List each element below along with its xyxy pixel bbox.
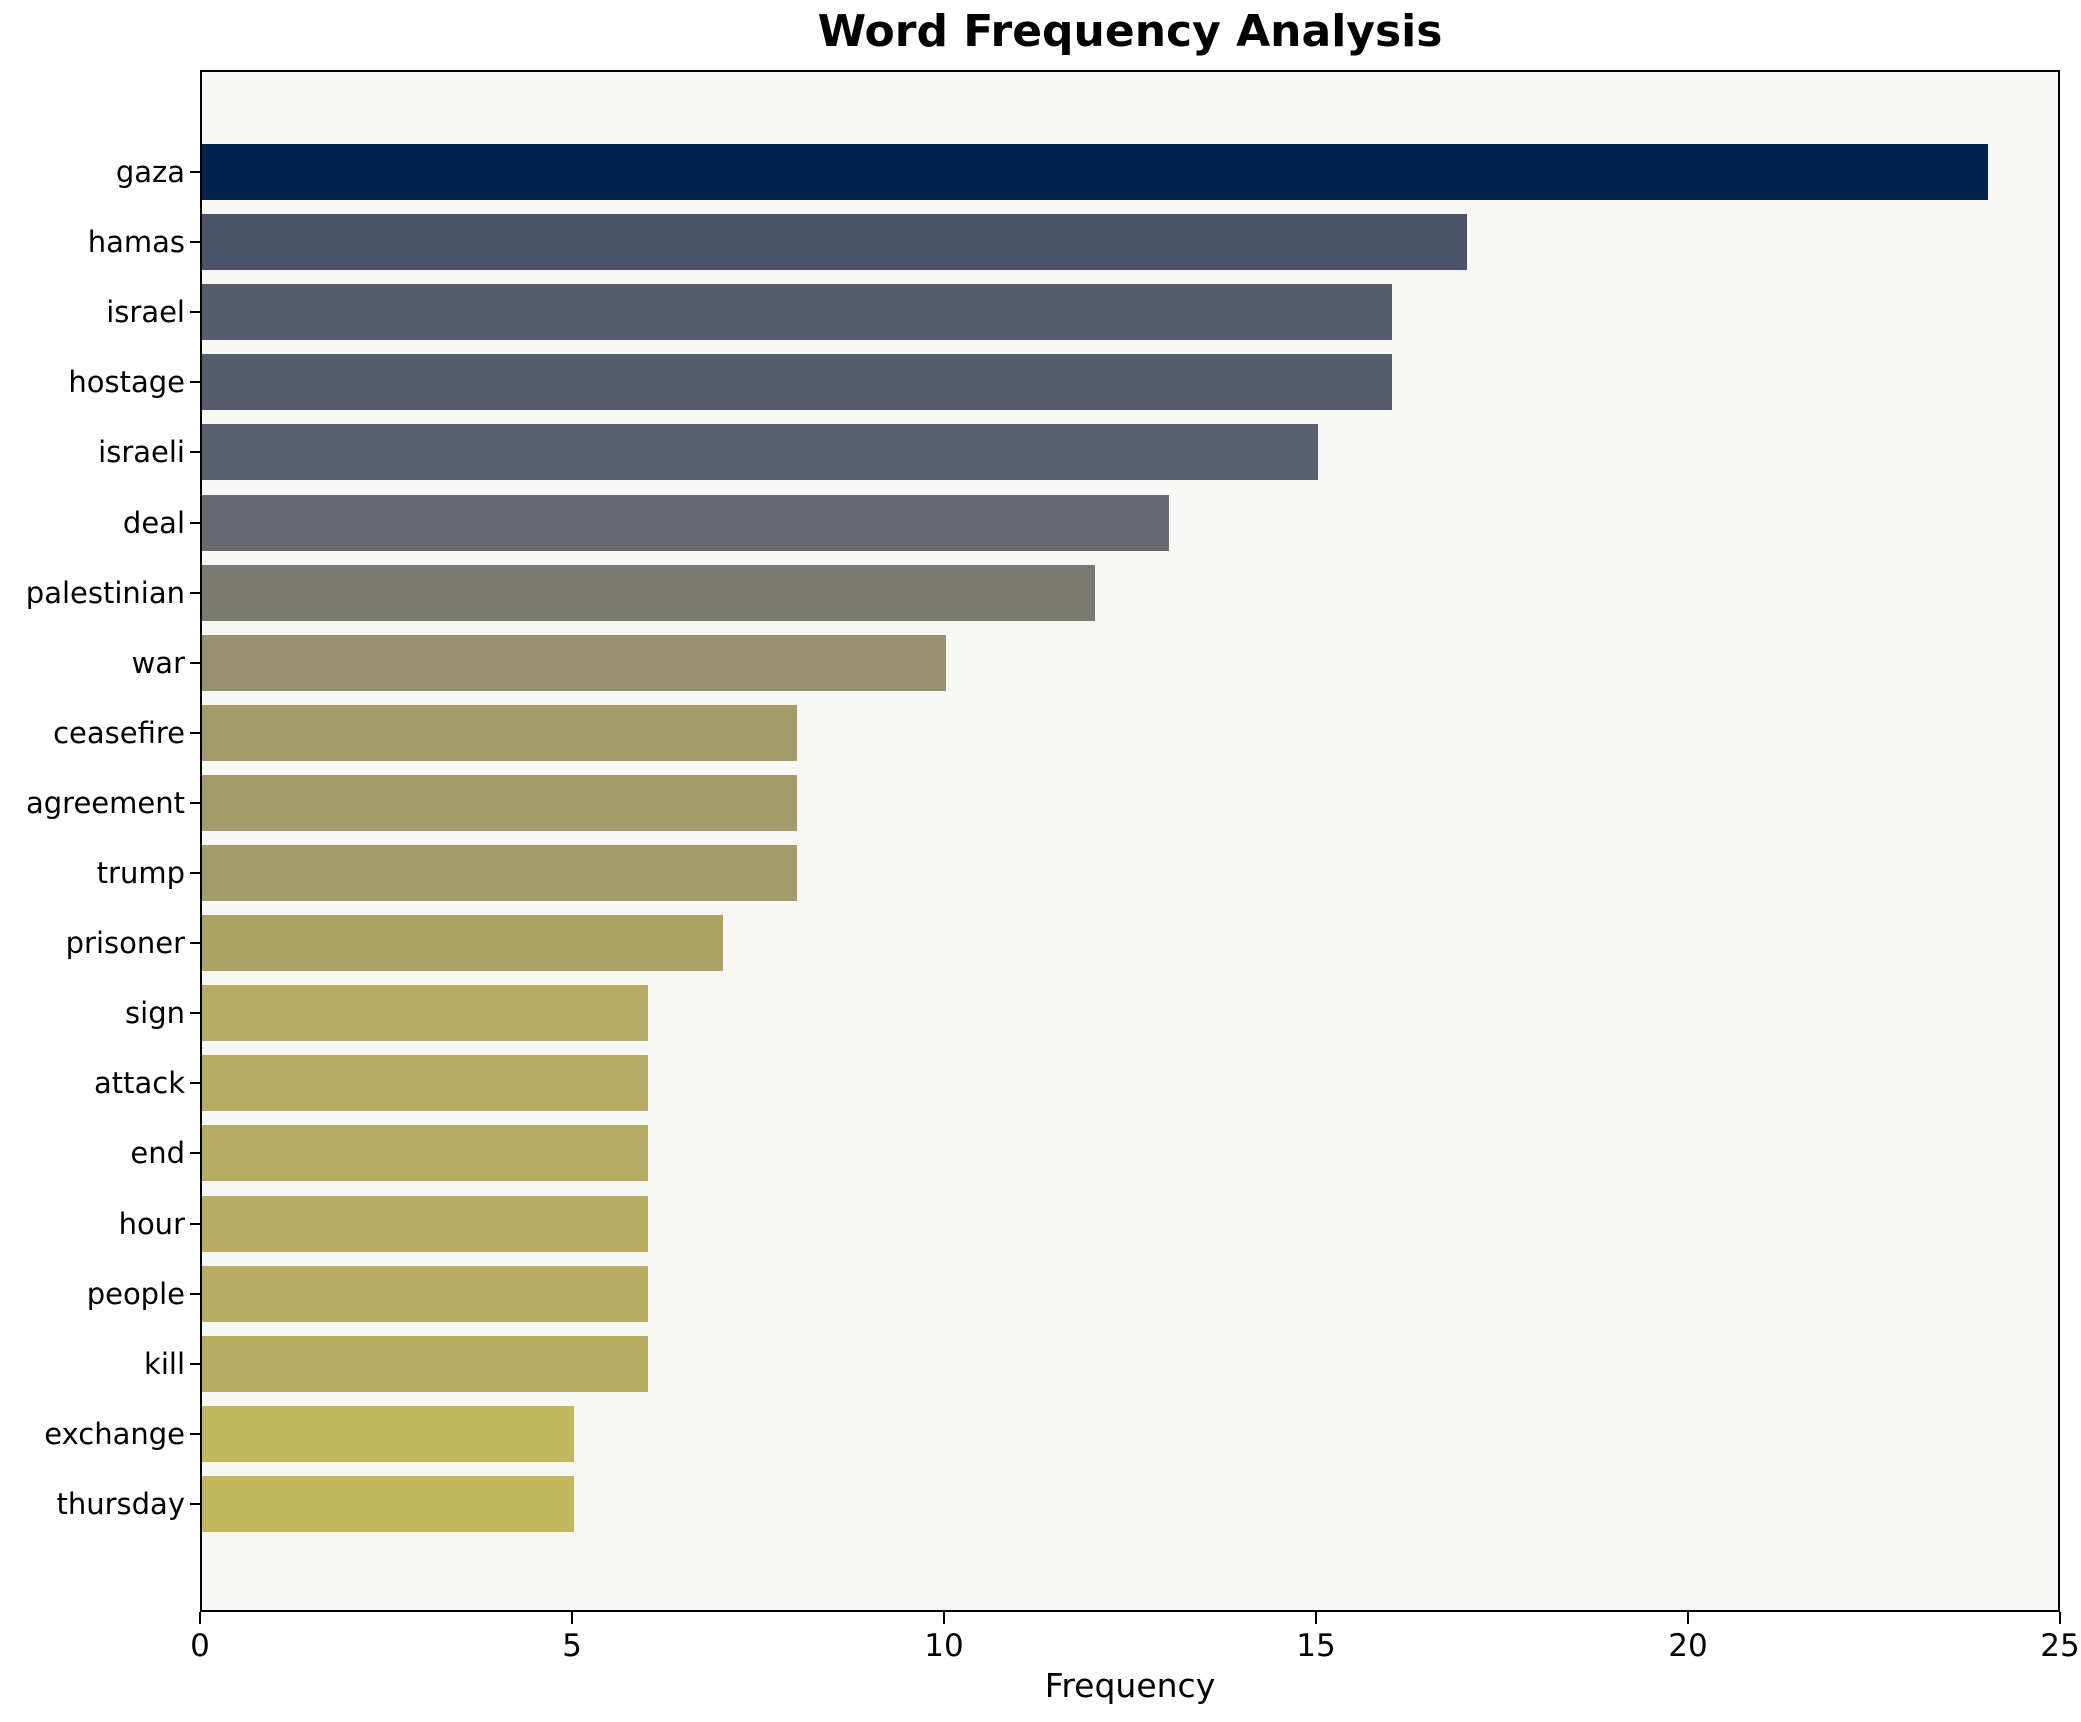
x-tick-mark <box>1315 1612 1317 1624</box>
y-tick-mark <box>190 171 200 173</box>
x-tick-label-10: 10 <box>924 1628 964 1664</box>
y-tick-label-agreement: agreement <box>26 785 185 820</box>
x-tick-label-20: 20 <box>1668 1628 1708 1664</box>
y-tick-label-hamas: hamas <box>87 225 185 260</box>
bar-gaza <box>202 144 1988 200</box>
bar-attack <box>202 1055 648 1112</box>
x-tick-label-0: 0 <box>190 1628 210 1664</box>
y-tick-mark <box>190 1152 200 1155</box>
bar-kill <box>202 1335 648 1392</box>
y-tick-label-hostage: hostage <box>68 365 185 400</box>
bar-palestinian <box>202 564 1095 621</box>
y-tick-mark <box>190 1362 200 1365</box>
y-tick-mark <box>190 801 200 804</box>
x-tick-mark <box>1687 1612 1689 1624</box>
y-tick-label-deal: deal <box>122 505 185 540</box>
bar-sign <box>202 985 648 1042</box>
y-tick-label-exchange: exchange <box>44 1416 185 1451</box>
bar-israel <box>202 284 1392 341</box>
y-tick-mark <box>190 872 200 874</box>
y-tick-label-prisoner: prisoner <box>65 926 185 961</box>
bar-hostage <box>202 354 1392 411</box>
x-tick-mark <box>943 1612 945 1624</box>
bar-end <box>202 1125 648 1182</box>
y-tick-mark <box>190 241 200 244</box>
bar-agreement <box>202 774 797 831</box>
y-tick-mark <box>190 661 200 664</box>
y-tick-label-gaza: gaza <box>115 155 185 189</box>
y-tick-mark <box>190 1222 200 1225</box>
bar-deal <box>202 494 1169 551</box>
y-tick-mark <box>190 451 200 454</box>
bar-thursday <box>202 1475 574 1532</box>
x-tick-mark <box>199 1612 201 1624</box>
bar-hour <box>202 1195 648 1252</box>
y-tick-label-israel: israel <box>106 295 185 330</box>
y-tick-mark <box>190 1012 200 1015</box>
y-tick-label-war: war <box>131 645 185 680</box>
bar-exchange <box>202 1405 574 1462</box>
y-tick-label-kill: kill <box>144 1346 185 1381</box>
bar-israeli <box>202 424 1318 481</box>
bar-prisoner <box>202 915 723 972</box>
bar-hamas <box>202 214 1467 271</box>
y-tick-mark <box>190 1502 200 1505</box>
y-tick-label-palestinian: palestinian <box>25 575 185 610</box>
x-tick-label-25: 25 <box>2040 1628 2080 1664</box>
chart-title: Word Frequency Analysis <box>817 6 1443 57</box>
y-tick-label-end: end <box>130 1136 185 1171</box>
x-axis-title: Frequency <box>1044 1666 1216 1705</box>
y-tick-label-hour: hour <box>118 1206 185 1241</box>
y-tick-mark <box>190 1082 200 1085</box>
x-tick-label-15: 15 <box>1296 1628 1336 1664</box>
y-tick-mark <box>190 1432 200 1435</box>
y-tick-mark <box>190 521 200 524</box>
x-tick-mark <box>2059 1612 2061 1624</box>
y-tick-label-thursday: thursday <box>56 1486 185 1521</box>
y-tick-label-trump: trump <box>96 856 185 890</box>
bar-war <box>202 634 946 691</box>
bar-trump <box>202 845 797 901</box>
x-tick-label-5: 5 <box>562 1628 582 1664</box>
y-tick-label-ceasefire: ceasefire <box>53 715 185 750</box>
y-tick-label-israeli: israeli <box>98 435 185 470</box>
y-tick-mark <box>190 591 200 594</box>
y-tick-mark <box>190 1292 200 1295</box>
y-tick-mark <box>190 942 200 945</box>
y-tick-label-people: people <box>86 1276 185 1311</box>
y-tick-mark <box>190 381 200 384</box>
y-tick-label-attack: attack <box>93 1066 185 1101</box>
y-tick-label-sign: sign <box>125 996 185 1031</box>
y-tick-mark <box>190 311 200 314</box>
bar-ceasefire <box>202 704 797 761</box>
x-tick-mark <box>571 1612 573 1624</box>
bar-people <box>202 1265 648 1322</box>
y-tick-mark <box>190 731 200 734</box>
